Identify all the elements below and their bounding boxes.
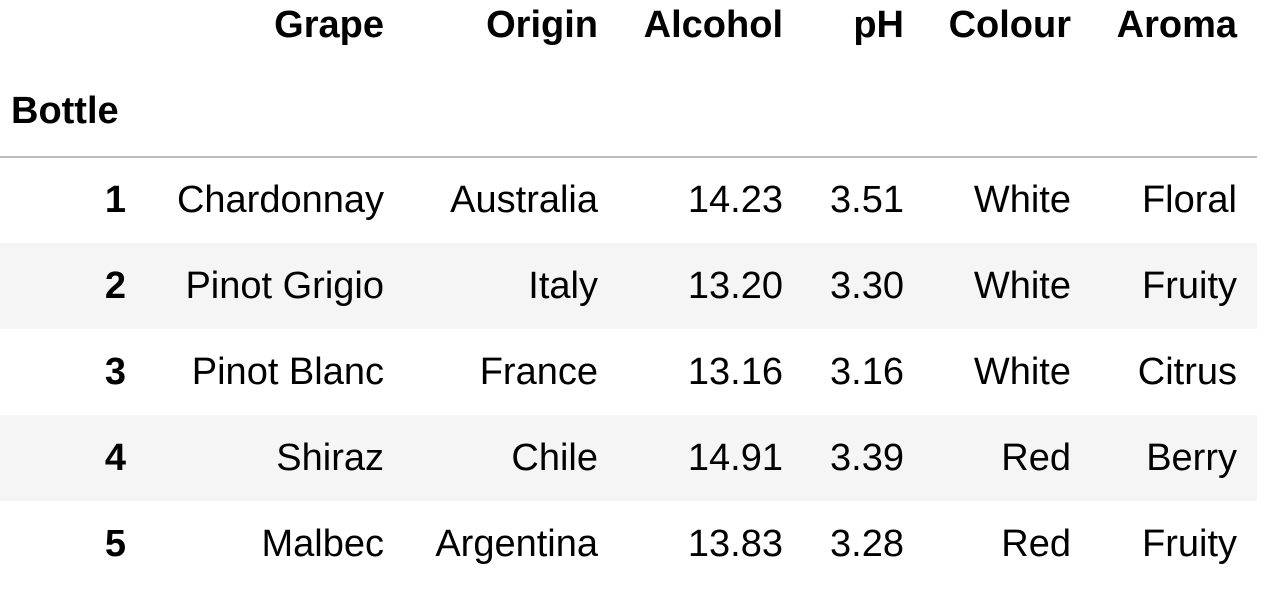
cell-alcohol: 13.16 (687, 350, 783, 393)
cell-aroma: Fruity (1142, 522, 1237, 565)
cell-ph: 3.51 (830, 179, 904, 221)
column-header-origin: Origin (486, 4, 598, 46)
cell-colour: White (973, 264, 1071, 307)
cell-colour: White (973, 179, 1071, 221)
column-header-ph: pH (853, 4, 904, 46)
cell-aroma: Floral (1141, 179, 1237, 221)
cell-colour: Red (1001, 522, 1071, 565)
table-row: 5 Malbec Argentina 13.83 3.28 Red Fruity (0, 501, 1257, 587)
table-row: 2 Pinot Grigio Italy 13.20 3.30 White Fr… (0, 243, 1257, 329)
cell-origin: Chile (511, 436, 598, 479)
column-header-grape: Grape (274, 4, 384, 46)
table-row: 3 Pinot Blanc France 13.16 3.16 White Ci… (0, 329, 1257, 415)
index-name-label: Bottle (0, 57, 146, 158)
cell-ph: 3.28 (830, 522, 904, 565)
cell-alcohol: 13.20 (687, 264, 783, 307)
row-index: 2 (104, 264, 126, 307)
wine-data-table: Grape Origin Alcohol pH Colour Aroma Bot… (0, 0, 1257, 587)
cell-ph: 3.30 (830, 264, 904, 307)
index-corner-cell (0, 0, 146, 57)
cell-aroma: Berry (1146, 436, 1237, 479)
cell-grape: Shiraz (276, 436, 384, 479)
cell-alcohol: 14.23 (687, 179, 783, 221)
column-header-colour: Colour (948, 4, 1071, 46)
table-row: 1 Chardonnay Australia 14.23 3.51 White … (0, 157, 1257, 243)
row-index: 4 (104, 436, 126, 479)
cell-ph: 3.39 (830, 436, 904, 479)
cell-grape: Pinot Grigio (185, 264, 384, 307)
cell-origin: Italy (528, 264, 598, 307)
row-index: 3 (104, 350, 126, 393)
column-header-row: Grape Origin Alcohol pH Colour Aroma (0, 0, 1257, 57)
cell-colour: White (973, 350, 1071, 393)
cell-alcohol: 14.91 (687, 436, 783, 479)
table-body: 1 Chardonnay Australia 14.23 3.51 White … (0, 157, 1257, 587)
cell-origin: France (479, 350, 598, 393)
row-index: 5 (104, 522, 126, 565)
cell-grape: Malbec (261, 522, 385, 565)
cell-origin: Australia (450, 179, 598, 221)
row-index: 1 (104, 179, 126, 221)
index-name-row: Bottle (0, 57, 1257, 158)
cell-grape: Chardonnay (176, 179, 384, 221)
cell-colour: Red (1001, 436, 1071, 479)
column-header-aroma: Aroma (1116, 4, 1237, 46)
cell-origin: Argentina (435, 522, 598, 565)
table-row: 4 Shiraz Chile 14.91 3.39 Red Berry (0, 415, 1257, 501)
cell-grape: Pinot Blanc (191, 350, 384, 393)
column-header-alcohol: Alcohol (643, 4, 783, 46)
cell-ph: 3.16 (830, 350, 904, 393)
cell-aroma: Fruity (1142, 264, 1237, 307)
cell-alcohol: 13.83 (687, 522, 783, 565)
cell-aroma: Citrus (1137, 350, 1237, 393)
